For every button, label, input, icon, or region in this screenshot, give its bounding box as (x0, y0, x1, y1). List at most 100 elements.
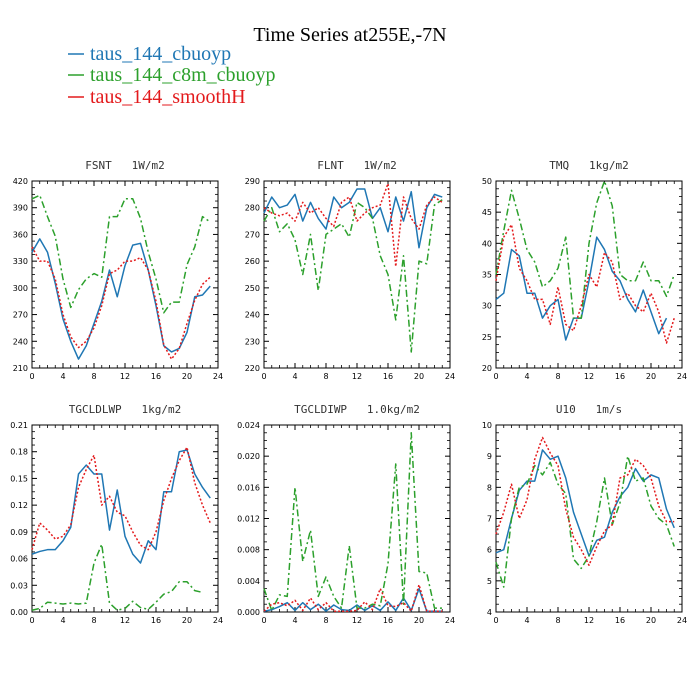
ytick-label-flnt: 290 (245, 177, 260, 186)
xtick-label-flnt: 0 (261, 372, 266, 381)
xtick-label-fsnt: 8 (91, 372, 96, 381)
xtick-label-fsnt: 24 (213, 372, 223, 381)
series-line-cbuoyp-tmq (495, 236, 668, 341)
series-line-c8m-cbuoyp-u10 (495, 455, 675, 588)
panel-flnt: FLNT 1W/m2 220 230 240 250 260 270 280 290 0 4 8 12 1… (245, 159, 455, 381)
ytick-label-tmq: 30 (482, 302, 492, 311)
ytick-label-u10: 4 (487, 608, 492, 617)
panel-fsnt: FSNT 1W/m2 210 240 270 300 330 360 390 420 0 4 8 12 1… (13, 159, 223, 381)
xtick-label-flnt: 8 (323, 372, 328, 381)
ytick-label-tgcldlwp: 0.18 (10, 448, 28, 457)
ytick-label-fsnt: 360 (13, 230, 28, 239)
panel-title-tgcldiwp: TGCLDIWP 1.0kg/m2 (294, 403, 420, 416)
ytick-label-fsnt: 330 (13, 257, 28, 266)
series-line-c8m-cbuoyp-tgcldlwp (31, 543, 203, 611)
xtick-label-fsnt: 4 (60, 372, 65, 381)
ytick-label-tgcldlwp: 0.00 (10, 608, 28, 617)
xtick-label-tgcldiwp: 8 (323, 616, 328, 625)
xtick-label-tgcldiwp: 20 (414, 616, 424, 625)
ytick-label-u10: 10 (482, 421, 492, 430)
legend-label-cbuoyp: taus_144_cbuoyp (90, 43, 231, 65)
series-line-cbuoyp-u10 (495, 449, 675, 557)
xtick-label-tgcldiwp: 24 (445, 616, 455, 625)
xtick-label-fsnt: 20 (182, 372, 192, 381)
ytick-label-u10: 7 (487, 515, 492, 524)
xtick-label-flnt: 16 (383, 372, 393, 381)
xtick-label-tmq: 4 (524, 372, 529, 381)
xtick-label-u10: 24 (677, 616, 687, 625)
xtick-label-flnt: 12 (352, 372, 362, 381)
panel-title-tgcldlwp: TGCLDLWP 1kg/m2 (69, 403, 182, 416)
ytick-label-flnt: 220 (245, 364, 260, 373)
ytick-label-flnt: 240 (245, 311, 260, 320)
ytick-label-tgcldiwp: 0.024 (237, 421, 260, 430)
series-line-cbuoyp-fsnt (31, 238, 211, 360)
series-line-smoothh-tgcldlwp (31, 446, 211, 551)
ytick-label-tmq: 20 (482, 364, 492, 373)
xtick-label-tmq: 24 (677, 372, 687, 381)
ytick-label-tgcldlwp: 0.09 (10, 528, 28, 537)
ytick-label-tmq: 40 (482, 239, 492, 248)
ytick-label-fsnt: 270 (13, 311, 28, 320)
xtick-label-u10: 8 (555, 616, 560, 625)
ytick-label-fsnt: 390 (13, 204, 28, 213)
xtick-label-fsnt: 12 (120, 372, 130, 381)
series-line-cbuoyp-tgcldiwp (263, 587, 443, 612)
panel-frame-fsnt (31, 180, 219, 369)
xtick-label-flnt: 20 (414, 372, 424, 381)
ytick-label-tgcldlwp: 0.12 (10, 501, 28, 510)
series-line-cbuoyp-flnt (263, 188, 443, 249)
panel-frame-tgcldlwp (31, 424, 219, 613)
xtick-label-tgcldiwp: 0 (261, 616, 266, 625)
ytick-label-tgcldiwp: 0.016 (237, 483, 260, 492)
figure-title: Time Series at255E,-7N (253, 24, 446, 46)
xtick-label-tgcldlwp: 4 (60, 616, 65, 625)
ytick-label-flnt: 260 (245, 257, 260, 266)
legend: taus_144_cbuoyp taus_144_c8m_cbuoyp taus… (68, 43, 276, 108)
ytick-label-tgcldiwp: 0.020 (237, 452, 260, 461)
ytick-label-tgcldiwp: 0.008 (237, 546, 260, 555)
xtick-label-tgcldlwp: 16 (151, 616, 161, 625)
ytick-label-tmq: 25 (482, 333, 492, 342)
ytick-label-flnt: 230 (245, 337, 260, 346)
panel-frame-u10 (495, 424, 683, 613)
ytick-label-flnt: 270 (245, 230, 260, 239)
ytick-label-tgcldiwp: 0.004 (237, 577, 260, 586)
xtick-label-tgcldlwp: 24 (213, 616, 223, 625)
ytick-label-flnt: 280 (245, 204, 260, 213)
panel-tmq: TMQ 1kg/m2 20 25 30 35 40 45 50 0 4 8 12 16 20 24 (482, 159, 687, 381)
ytick-label-fsnt: 420 (13, 177, 28, 186)
xtick-label-tmq: 0 (493, 372, 498, 381)
series-line-smoothh-fsnt (31, 246, 211, 360)
xtick-label-fsnt: 16 (151, 372, 161, 381)
ytick-label-u10: 6 (487, 546, 492, 555)
xtick-label-tmq: 20 (646, 372, 656, 381)
xtick-label-u10: 4 (524, 616, 529, 625)
xtick-label-u10: 16 (615, 616, 625, 625)
series-line-smoothh-u10 (495, 436, 675, 566)
ytick-label-tgcldlwp: 0.06 (10, 555, 28, 564)
series-line-cbuoyp-tgcldlwp (31, 449, 211, 564)
ytick-label-tgcldiwp: 0.000 (237, 608, 260, 617)
series-line-c8m-cbuoyp-tmq (495, 180, 675, 319)
ytick-label-tmq: 35 (482, 271, 492, 280)
xtick-label-tgcldiwp: 16 (383, 616, 393, 625)
panel-title-tmq: TMQ 1kg/m2 (549, 159, 628, 172)
ytick-label-fsnt: 300 (13, 284, 28, 293)
xtick-label-flnt: 24 (445, 372, 455, 381)
panel-frame-flnt (263, 180, 451, 369)
ytick-label-u10: 8 (487, 483, 492, 492)
ytick-label-fsnt: 210 (13, 364, 28, 373)
xtick-label-fsnt: 0 (29, 372, 34, 381)
xtick-label-tmq: 8 (555, 372, 560, 381)
panel-frame-tgcldiwp (263, 424, 451, 613)
xtick-label-tgcldlwp: 20 (182, 616, 192, 625)
xtick-label-tgcldiwp: 12 (352, 616, 362, 625)
panel-tgcldiwp: TGCLDIWP 1.0kg/m2 0.000 0.004 0.008 0.012 0.0… (237, 403, 455, 625)
ytick-label-tmq: 50 (482, 177, 492, 186)
xtick-label-tgcldlwp: 8 (91, 616, 96, 625)
xtick-label-u10: 12 (584, 616, 594, 625)
legend-label-smoothh: taus_144_smoothH (90, 86, 246, 108)
